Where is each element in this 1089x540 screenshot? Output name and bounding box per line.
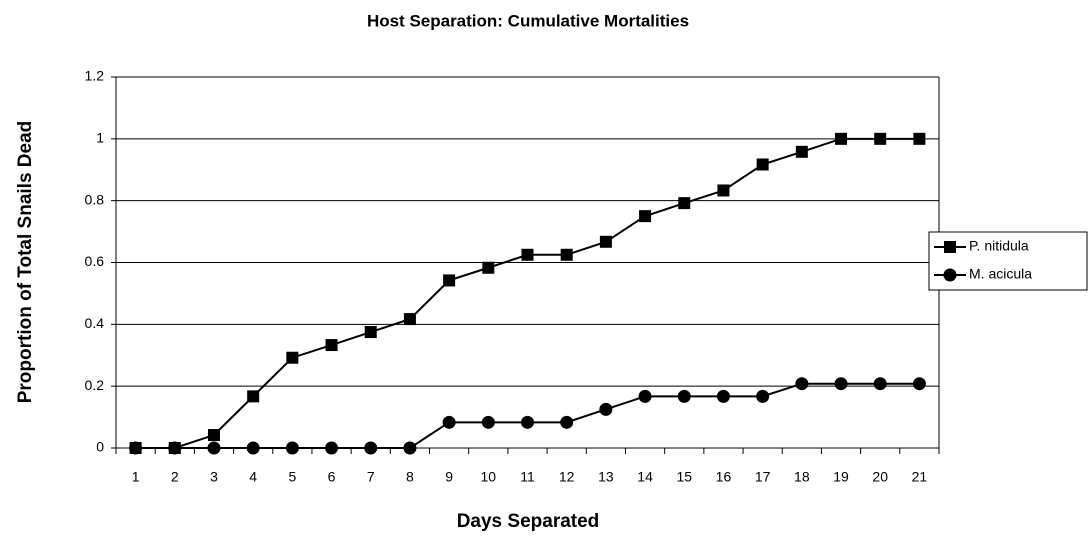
marker: [364, 441, 378, 455]
x-tick-label: 18: [794, 469, 810, 485]
x-tick-label: 3: [210, 469, 218, 485]
x-tick-label: 16: [716, 469, 732, 485]
marker: [638, 389, 652, 403]
marker: [325, 339, 338, 352]
marker: [639, 210, 652, 223]
legend-label: M. acicula: [969, 266, 1032, 282]
marker: [521, 248, 534, 261]
marker: [207, 441, 221, 455]
marker: [795, 145, 808, 158]
x-tick-label: 20: [872, 469, 888, 485]
marker: [835, 132, 848, 145]
x-axis-label: Days Separated: [457, 511, 600, 532]
chart-title: Host Separation: Cumulative Mortalities: [367, 11, 689, 30]
marker: [599, 402, 613, 416]
x-tick-label: 6: [328, 469, 336, 485]
marker: [717, 184, 730, 197]
y-tick-label: 0: [96, 439, 104, 455]
x-tick-label: 2: [171, 469, 179, 485]
marker: [403, 441, 417, 455]
x-tick-label: 15: [676, 469, 692, 485]
marker: [756, 158, 769, 171]
x-tick-label: 7: [367, 469, 375, 485]
y-tick-label: 1.2: [85, 68, 105, 84]
marker: [913, 132, 926, 145]
marker: [873, 377, 887, 391]
y-tick-label: 0.4: [85, 315, 105, 331]
x-tick-label: 21: [912, 469, 928, 485]
marker: [286, 351, 299, 364]
marker: [403, 313, 416, 326]
marker: [834, 377, 848, 391]
marker: [207, 429, 220, 442]
x-tick-label: 4: [249, 469, 257, 485]
marker: [560, 415, 574, 429]
y-axis-label: Proportion of Total Snails Dead: [15, 121, 36, 404]
marker: [482, 261, 495, 274]
x-tick-label: 12: [559, 469, 575, 485]
marker: [442, 415, 456, 429]
marker: [944, 241, 956, 253]
marker: [247, 390, 260, 403]
y-tick-label: 1: [96, 130, 104, 146]
marker: [795, 377, 809, 391]
marker: [481, 415, 495, 429]
marker: [599, 235, 612, 248]
y-tick-label: 0.6: [85, 253, 105, 269]
marker: [677, 389, 691, 403]
x-tick-label: 1: [132, 469, 140, 485]
y-tick-label: 0.8: [85, 191, 105, 207]
x-tick-label: 10: [481, 469, 497, 485]
x-tick-label: 11: [520, 469, 535, 485]
marker: [443, 274, 456, 287]
marker: [874, 132, 887, 145]
x-tick-label: 14: [637, 469, 653, 485]
marker: [325, 441, 339, 455]
marker: [716, 389, 730, 403]
marker: [129, 441, 143, 455]
x-tick-label: 5: [288, 469, 296, 485]
y-tick-label: 0.2: [85, 377, 105, 393]
x-tick-label: 19: [833, 469, 849, 485]
marker: [943, 268, 957, 282]
marker: [912, 377, 926, 391]
marker: [521, 415, 534, 429]
marker: [678, 197, 691, 210]
marker: [560, 248, 573, 261]
legend-label: P. nitidula: [969, 238, 1029, 254]
x-tick-label: 8: [406, 469, 414, 485]
marker: [168, 441, 182, 455]
x-tick-label: 13: [598, 469, 614, 485]
marker: [246, 441, 260, 455]
marker: [756, 389, 770, 403]
x-tick-label: 17: [755, 469, 771, 485]
marker: [285, 441, 299, 455]
x-tick-label: 9: [445, 469, 453, 485]
marker: [364, 326, 377, 339]
